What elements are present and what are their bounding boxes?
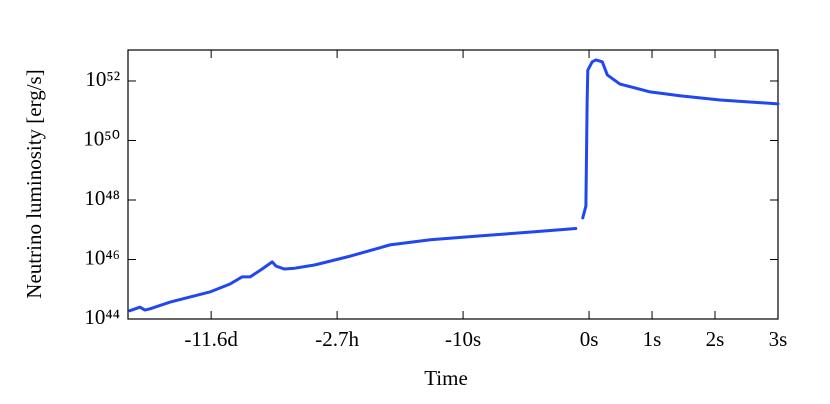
y-axis-label: Neutrino luminosity [erg/s]: [22, 69, 46, 298]
data-line: [128, 58, 780, 313]
plot-frame: [127, 49, 779, 320]
x-tick-label: -2.7h: [315, 327, 359, 351]
x-tick-label: 3s: [769, 327, 788, 351]
x-tick-label: -10s: [445, 327, 481, 351]
x-tick-label: 2s: [706, 327, 725, 351]
y-tick-label: 10⁴⁸: [84, 186, 120, 210]
y-tick-label: 10⁴⁴: [84, 305, 120, 329]
x-axis-label: Time: [424, 366, 468, 390]
x-tick-label: 0s: [580, 327, 599, 351]
y-tick-label: 10⁴⁶: [84, 245, 120, 269]
x-tick-label: 1s: [643, 327, 662, 351]
y-tick-label: 10⁵²: [85, 67, 120, 91]
x-tick-label: -11.6d: [184, 327, 238, 351]
y-tick-label: 10⁵⁰: [83, 126, 120, 150]
